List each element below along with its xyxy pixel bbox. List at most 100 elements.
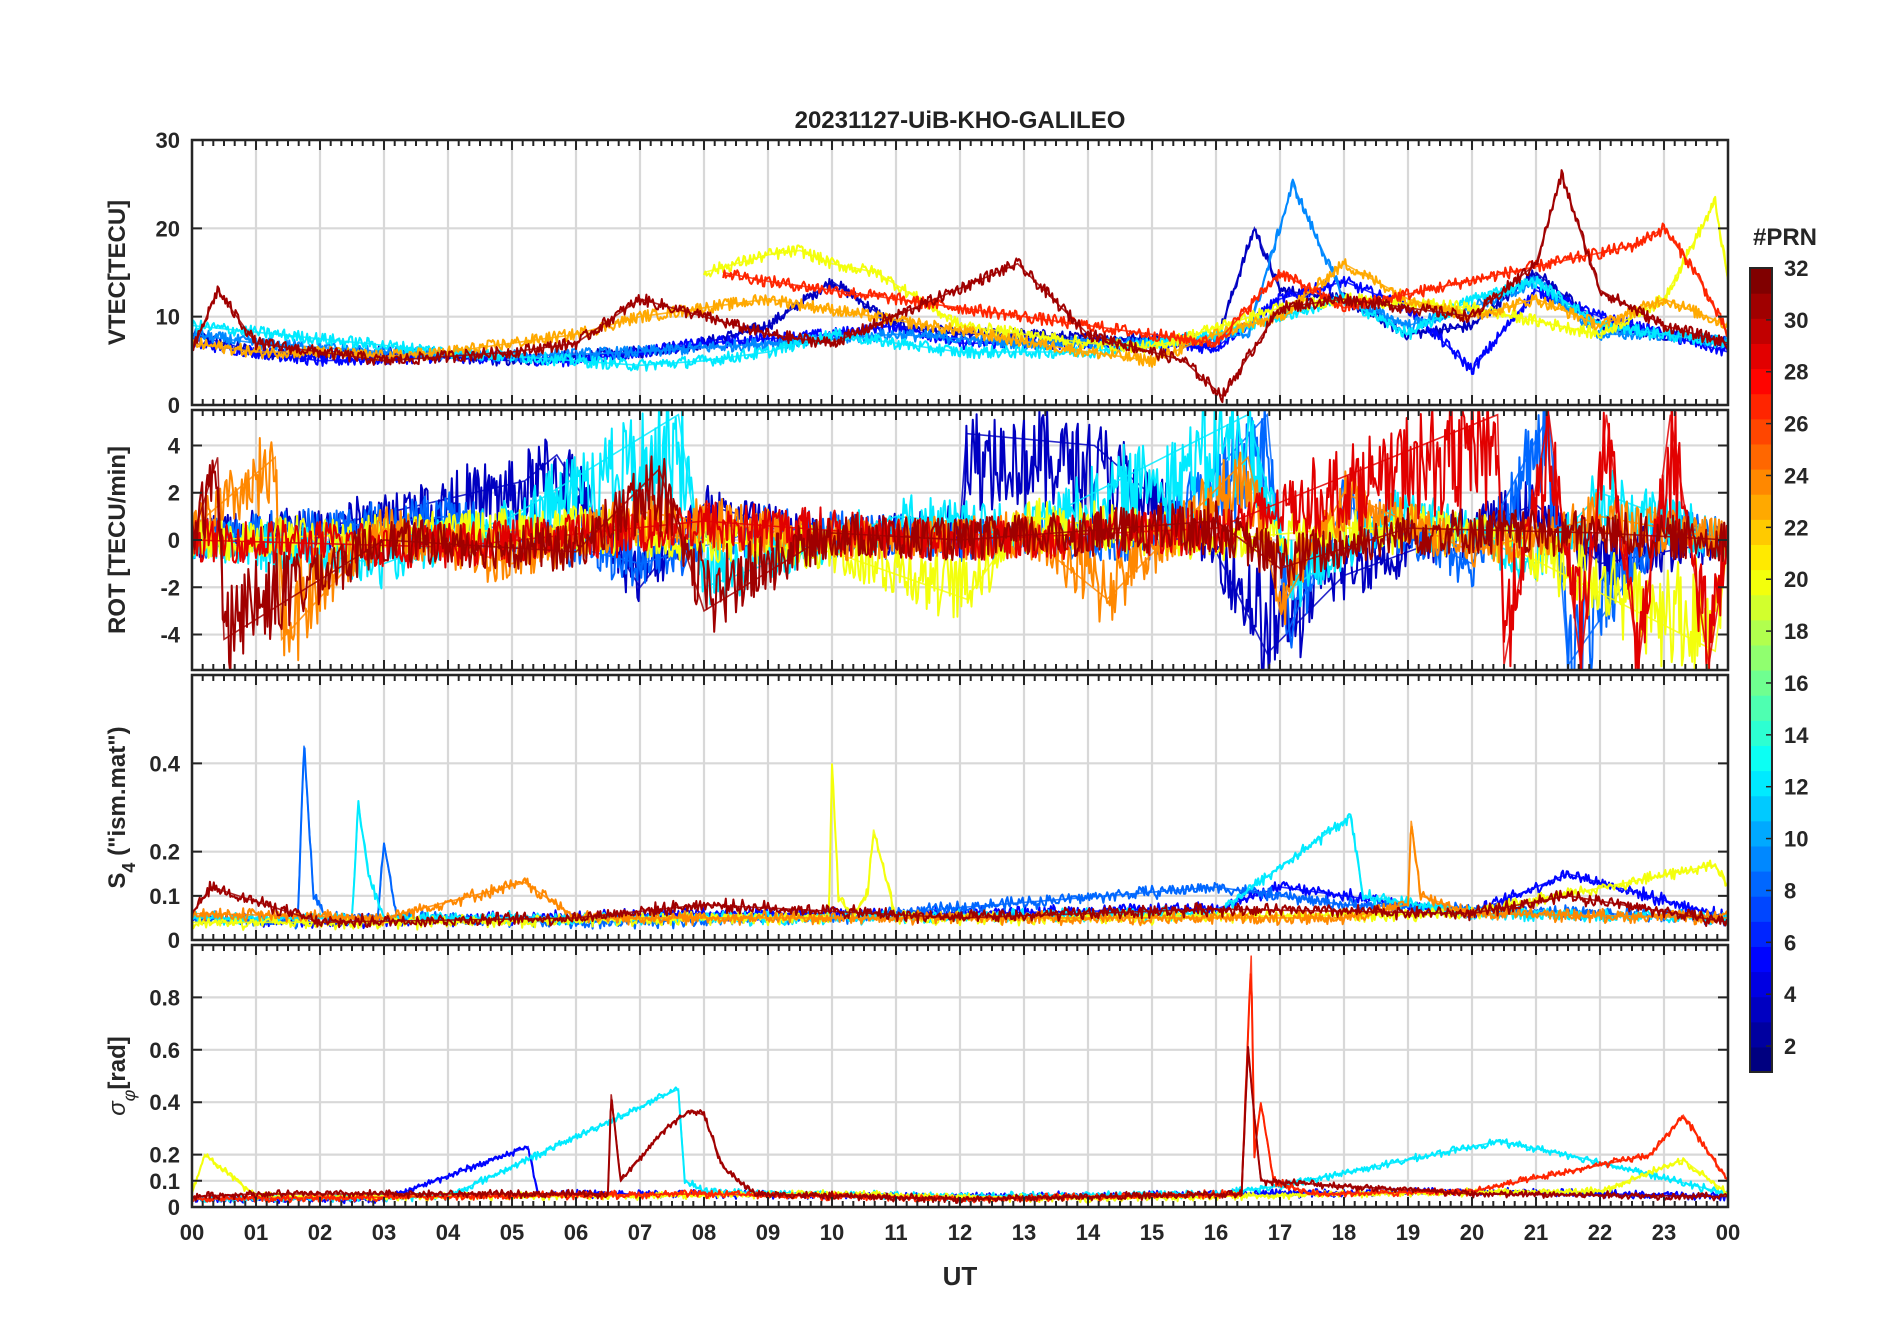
- colorbar-segment: [1750, 544, 1772, 571]
- series-group-rot: [192, 410, 1728, 670]
- chart-title: 20231127-UiB-KHO-GALILEO: [795, 107, 1126, 134]
- series-anchor-prn-31: [192, 172, 1728, 398]
- x-tick-label: 12: [948, 1220, 972, 1245]
- series-group-s4: [192, 745, 1728, 931]
- colorbar-segment: [1750, 569, 1772, 596]
- y-tick-label: 0.4: [149, 1090, 180, 1115]
- colorbar-segment: [1750, 619, 1772, 646]
- colorbar-segment: [1750, 845, 1772, 872]
- colorbar-segment: [1750, 770, 1772, 797]
- colorbar-segment: [1750, 318, 1772, 344]
- x-tick-label: 22: [1588, 1220, 1612, 1245]
- series-anchor-prn-8: [192, 745, 1728, 924]
- colorbar-frame: [1749, 267, 1773, 1073]
- series-anchor-prn-20: [192, 1153, 1728, 1200]
- colorbar-tick-label: 16: [1784, 671, 1808, 696]
- colorbar-label: #PRN: [1753, 224, 1817, 251]
- y-tick-label: 10: [156, 305, 180, 330]
- vtec-panel: 0 10 20 30 VTEC[TECU]: [104, 128, 1730, 418]
- colorbar-segment: [1750, 343, 1772, 370]
- colorbar-tick-label: 4: [1784, 982, 1797, 1007]
- colorbar-segment: [1750, 670, 1772, 696]
- series-anchor-prn-31: [192, 1049, 1728, 1200]
- y-tick-label: 0.2: [149, 1143, 180, 1168]
- colorbar-tick-label: 22: [1784, 515, 1808, 540]
- series-anchor-prn-31: [192, 457, 1728, 641]
- y-tick-label: 0.8: [149, 985, 180, 1010]
- colorbar-tick-label: 8: [1784, 878, 1796, 903]
- colorbar-tick-label: 32: [1784, 256, 1808, 281]
- x-tick-label: 04: [436, 1220, 461, 1245]
- sigma-phi-panel: 00.10.2 0.4 0.6 0.8 σφ[rad]: [104, 943, 1730, 1220]
- y-axis-label-sigma_phi: σφ[rad]: [104, 1036, 139, 1116]
- series-anchor-prn-27: [723, 227, 1728, 345]
- x-tick-label: 20: [1460, 1220, 1484, 1245]
- y-tick-label: 0.2: [149, 840, 180, 865]
- colorbar-tick-label: 28: [1784, 360, 1808, 385]
- colorbar-segment: [1750, 443, 1772, 470]
- colorbar-tick-label: 30: [1784, 308, 1808, 333]
- s4-panel: 0 0.1 0.2 0.4 S4 ("ism.mat"): [104, 673, 1730, 953]
- x-axis-tick-labels: 00 01 02 03 04 05 06 07 08 09 10 11 12 13 14 15 16 17 18 19…: [180, 1220, 1740, 1245]
- series-anchor-prn-23: [192, 262, 1728, 362]
- colorbar-segment: [1750, 469, 1772, 495]
- x-tick-label: 17: [1268, 1220, 1292, 1245]
- x-ticks-rot: [191, 410, 1729, 670]
- x-tick-label: 13: [1012, 1220, 1036, 1245]
- y-axis-label-rest: [rad]: [104, 1036, 131, 1089]
- y-axis-label-sub: φ: [119, 1089, 139, 1101]
- series-anchor-prn-24: [192, 820, 1728, 919]
- colorbar-tick-label: 14: [1784, 723, 1809, 748]
- colorbar-segment: [1750, 745, 1772, 772]
- x-tick-label: 21: [1524, 1220, 1548, 1245]
- y-ticks-rot: [192, 444, 1728, 636]
- colorbar-segment: [1750, 393, 1772, 420]
- colorbar-segment: [1750, 644, 1772, 671]
- colorbar-segment: [1750, 971, 1772, 998]
- x-tick-label: 09: [756, 1220, 780, 1245]
- colorbar-segment: [1750, 1046, 1772, 1073]
- y-tick-label: 2: [168, 481, 180, 506]
- colorbar-tick-label: 10: [1784, 827, 1808, 852]
- colorbar-tick-label: 6: [1784, 930, 1796, 955]
- y-tick-label: 0.1: [149, 1169, 180, 1194]
- colorbar-tick-label: 24: [1784, 463, 1809, 488]
- x-tick-label: 08: [692, 1220, 716, 1245]
- series-anchor-prn-20: [703, 199, 1728, 349]
- x-tick-label: 16: [1204, 1220, 1228, 1245]
- x-tick-label: 19: [1396, 1220, 1420, 1245]
- colorbar-segment: [1750, 418, 1772, 445]
- colorbar-segment: [1750, 594, 1772, 621]
- y-axis-label-main: S: [104, 873, 131, 889]
- y-axis-label-sub: 4: [119, 863, 139, 873]
- colorbar-segment: [1750, 896, 1772, 922]
- series-anchor-prn-27: [192, 955, 1728, 1200]
- x-tick-label: 02: [308, 1220, 332, 1245]
- series-line-prn-27: [722, 222, 1728, 348]
- x-tick-label: 07: [628, 1220, 652, 1245]
- colorbar-segment: [1750, 1021, 1772, 1048]
- x-tick-label: 06: [564, 1220, 588, 1245]
- colorbar-tick-label: 2: [1784, 1034, 1796, 1059]
- x-tick-label: 03: [372, 1220, 396, 1245]
- colorbar-segment: [1750, 268, 1772, 294]
- colorbar-segment: [1750, 720, 1772, 746]
- y-tick-label: 30: [156, 128, 180, 153]
- series-anchor-prn-31: [192, 886, 1728, 924]
- colorbar-segment: [1750, 494, 1772, 520]
- colorbar-segment: [1750, 871, 1772, 897]
- y-tick-label: 0.4: [149, 751, 180, 776]
- colorbar-tick-label: 18: [1784, 619, 1808, 644]
- colorbar-segment: [1750, 921, 1772, 947]
- series-group-vtec: [192, 169, 1728, 404]
- colorbar-tick-label: 12: [1784, 775, 1808, 800]
- colorbar-segment: [1750, 293, 1772, 319]
- y-axis-label-rot: ROT [TECU/min]: [104, 446, 131, 634]
- y-axis-label-vtec: VTEC[TECU]: [104, 200, 131, 345]
- y-tick-label: 0: [168, 1195, 180, 1220]
- x-tick-label: 14: [1076, 1220, 1101, 1245]
- series-line-prn-31: [192, 169, 1728, 404]
- y-tick-label: 20: [156, 216, 180, 241]
- x-tick-label: 01: [244, 1220, 268, 1245]
- colorbar-segment: [1750, 519, 1772, 545]
